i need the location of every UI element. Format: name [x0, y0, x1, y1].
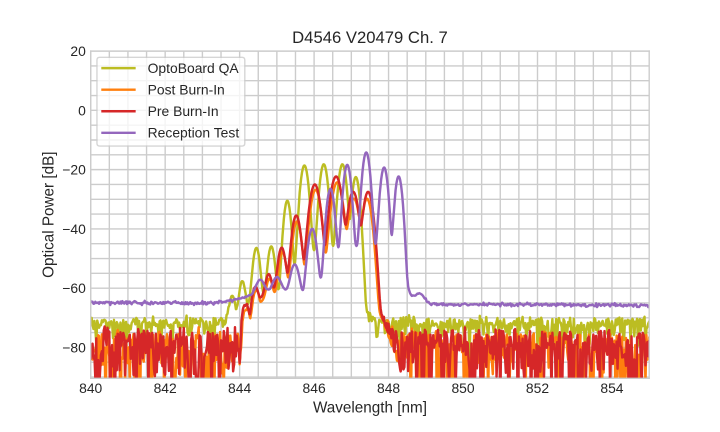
- svg-text:20: 20: [70, 43, 86, 59]
- svg-text:0: 0: [78, 102, 86, 118]
- svg-text:842: 842: [154, 380, 177, 396]
- svg-text:OptoBoard QA: OptoBoard QA: [148, 60, 240, 76]
- svg-text:Pre Burn-In: Pre Burn-In: [148, 103, 219, 119]
- svg-text:Reception Test: Reception Test: [148, 125, 240, 141]
- svg-text:−80: −80: [62, 339, 86, 355]
- svg-text:D4546 V20479 Ch. 7: D4546 V20479 Ch. 7: [292, 28, 448, 47]
- svg-text:−60: −60: [62, 280, 86, 296]
- svg-text:840: 840: [79, 380, 102, 396]
- svg-text:852: 852: [526, 380, 549, 396]
- svg-text:844: 844: [228, 380, 251, 396]
- svg-text:848: 848: [377, 380, 400, 396]
- svg-text:−40: −40: [62, 221, 86, 237]
- svg-text:Wavelength [nm]: Wavelength [nm]: [313, 400, 427, 417]
- svg-text:−20: −20: [62, 162, 86, 178]
- svg-text:Post Burn-In: Post Burn-In: [148, 82, 225, 98]
- svg-text:846: 846: [303, 380, 326, 396]
- svg-text:850: 850: [451, 380, 474, 396]
- svg-text:854: 854: [600, 380, 623, 396]
- svg-text:Optical Power [dB]: Optical Power [dB]: [41, 151, 58, 277]
